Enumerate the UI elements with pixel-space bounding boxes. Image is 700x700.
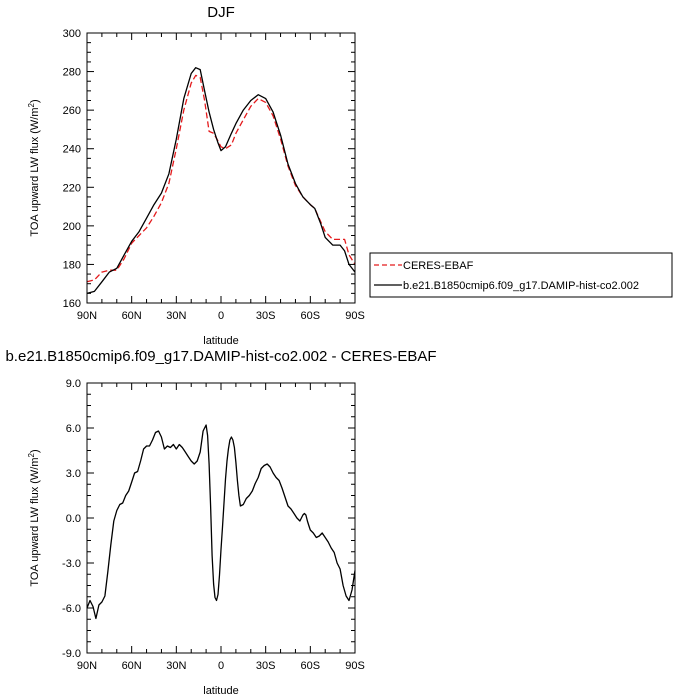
top-series-line-1 (86, 67, 356, 295)
bottom-x-axis-label: latitude (203, 685, 238, 697)
top-plot-frame (86, 32, 356, 304)
top-series-line-0 (86, 74, 356, 283)
bottom-ytick-label-4: 3.0 (66, 468, 81, 480)
bottom-xtick-label-0: 90N (77, 660, 97, 672)
bottom-ytick-label-1: -6.0 (62, 603, 81, 615)
top-ytick-label-2: 200 (63, 221, 81, 233)
top-xtick-label-6: 90S (345, 310, 365, 322)
bottom-y-axis-label: TOA upward LW flux (W/m2) (27, 449, 41, 586)
bottom-ytick-label-6: 9.0 (66, 378, 81, 390)
top-x-tick-labels: 90N 60N 30N 0 30S 60S 90S (77, 310, 365, 322)
legend-label-ceres: CERES-EBAF (403, 260, 474, 272)
top-xtick-label-3: 0 (218, 310, 224, 322)
legend-box (369, 252, 673, 298)
bottom-ytick-label-3: 0.0 (66, 513, 81, 525)
bottom-xtick-label-2: 30N (166, 660, 186, 672)
legend-label-model: b.e21.B1850cmip6.f09_g17.DAMIP-hist-co2.… (403, 280, 639, 292)
top-ytick-label-3: 220 (63, 182, 81, 194)
bottom-ytick-label-5: 6.0 (66, 423, 81, 435)
bottom-y-tick-labels: -9.0 -6.0 -3.0 0.0 3.0 6.0 9.0 (62, 378, 81, 660)
bottom-ytick-label-2: -3.0 (62, 558, 81, 570)
bottom-panel: b.e21.B1850cmip6.f09_g17.DAMIP-hist-co2.… (5, 348, 436, 697)
top-ytick-label-1: 180 (63, 259, 81, 271)
top-x-axis-label: latitude (203, 335, 238, 347)
bottom-xtick-label-3: 0 (218, 660, 224, 672)
top-ytick-label-0: 160 (63, 298, 81, 310)
top-tick-marks (86, 32, 356, 304)
bottom-series-line-0 (86, 424, 356, 620)
bottom-x-tick-labels: 90N 60N 30N 0 30S 60S 90S (77, 660, 365, 672)
top-panel: DJF 160 180 200 220 240 260 280 300 90N 60N 30N 0 3… (27, 4, 673, 347)
top-xtick-label-2: 30N (166, 310, 186, 322)
bottom-tick-marks (86, 382, 356, 654)
top-chart-title: DJF (207, 4, 235, 21)
bottom-ytick-label-0: -9.0 (62, 648, 81, 660)
bottom-xtick-label-6: 90S (345, 660, 365, 672)
top-legend: CERES-EBAF b.e21.B1850cmip6.f09_g17.DAMI… (369, 252, 673, 298)
bottom-xtick-label-4: 30S (256, 660, 276, 672)
top-ytick-label-4: 240 (63, 144, 81, 156)
top-ytick-label-7: 300 (63, 28, 81, 40)
bottom-plot-frame (86, 382, 356, 654)
bottom-chart-title: b.e21.B1850cmip6.f09_g17.DAMIP-hist-co2.… (5, 348, 436, 365)
bottom-series-group (86, 424, 356, 620)
top-ytick-label-5: 260 (63, 105, 81, 117)
top-xtick-label-5: 60S (301, 310, 321, 322)
top-ytick-label-6: 280 (63, 67, 81, 79)
top-y-tick-labels: 160 180 200 220 240 260 280 300 (63, 28, 81, 310)
top-series-group (86, 67, 356, 295)
top-xtick-label-0: 90N (77, 310, 97, 322)
top-xtick-label-1: 60N (122, 310, 142, 322)
top-y-axis-label: TOA upward LW flux (W/m2) (27, 99, 41, 236)
bottom-xtick-label-5: 60S (301, 660, 321, 672)
top-xtick-label-4: 30S (256, 310, 276, 322)
bottom-xtick-label-1: 60N (122, 660, 142, 672)
